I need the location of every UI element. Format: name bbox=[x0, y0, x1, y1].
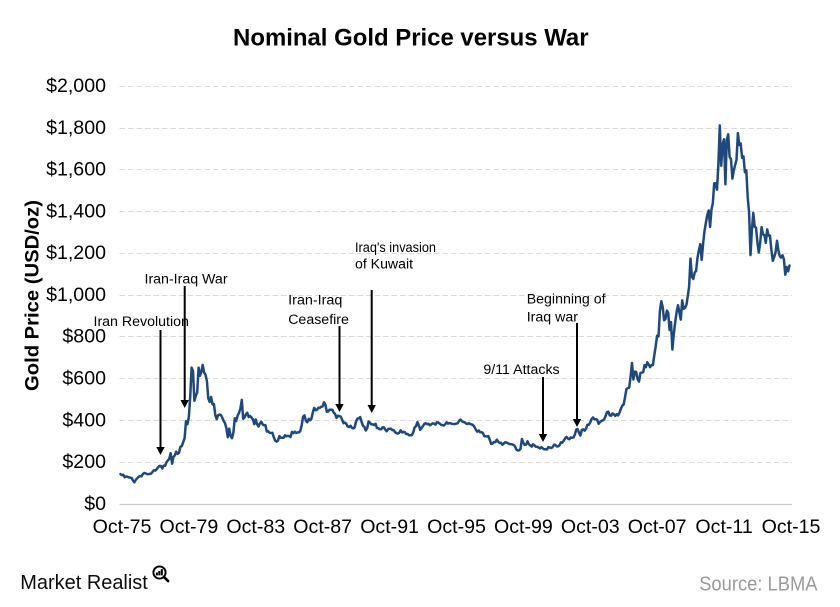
svg-text:Iran-Iraq: Iran-Iraq bbox=[288, 293, 342, 309]
svg-text:Iran-Iraq War: Iran-Iraq War bbox=[145, 272, 228, 288]
svg-text:Nominal Gold Price versus War: Nominal Gold Price versus War bbox=[233, 25, 589, 52]
svg-text:Oct-07: Oct-07 bbox=[628, 516, 687, 538]
svg-text:$1,400: $1,400 bbox=[46, 200, 106, 222]
svg-text:Iraq war: Iraq war bbox=[527, 310, 579, 326]
svg-text:$400: $400 bbox=[62, 409, 106, 431]
svg-text:Beginning of: Beginning of bbox=[527, 292, 606, 308]
svg-text:Oct-11: Oct-11 bbox=[695, 516, 752, 538]
svg-text:$2,000: $2,000 bbox=[46, 75, 106, 97]
svg-text:$0: $0 bbox=[84, 493, 106, 515]
svg-text:Oct-15: Oct-15 bbox=[762, 516, 821, 538]
svg-text:$800: $800 bbox=[62, 326, 106, 348]
svg-text:Iraq's invasion: Iraq's invasion bbox=[355, 240, 436, 256]
svg-text:Oct-91: Oct-91 bbox=[360, 516, 419, 538]
svg-text:$1,800: $1,800 bbox=[46, 117, 106, 139]
svg-text:Oct-75: Oct-75 bbox=[93, 516, 152, 538]
svg-text:Market Realist: Market Realist bbox=[20, 572, 148, 594]
svg-text:$200: $200 bbox=[62, 451, 106, 473]
svg-text:9/11 Attacks: 9/11 Attacks bbox=[483, 362, 559, 378]
svg-text:Oct-87: Oct-87 bbox=[293, 516, 352, 538]
svg-text:Oct-83: Oct-83 bbox=[226, 516, 285, 538]
svg-text:Oct-03: Oct-03 bbox=[561, 516, 620, 538]
svg-text:Oct-95: Oct-95 bbox=[427, 516, 486, 538]
svg-text:Oct-79: Oct-79 bbox=[159, 516, 218, 538]
svg-text:$1,600: $1,600 bbox=[46, 159, 106, 181]
svg-text:Ceasefire: Ceasefire bbox=[288, 312, 349, 328]
svg-text:Oct-99: Oct-99 bbox=[494, 516, 553, 538]
svg-text:Source: LBMA: Source: LBMA bbox=[699, 574, 818, 596]
svg-text:of Kuwait: of Kuwait bbox=[355, 257, 413, 273]
svg-text:$1,000: $1,000 bbox=[46, 284, 106, 306]
svg-text:Iran Revolution: Iran Revolution bbox=[94, 314, 189, 330]
svg-text:$600: $600 bbox=[62, 368, 106, 390]
svg-text:$1,200: $1,200 bbox=[46, 242, 106, 264]
svg-text:Gold Price (USD/oz): Gold Price (USD/oz) bbox=[22, 200, 44, 391]
